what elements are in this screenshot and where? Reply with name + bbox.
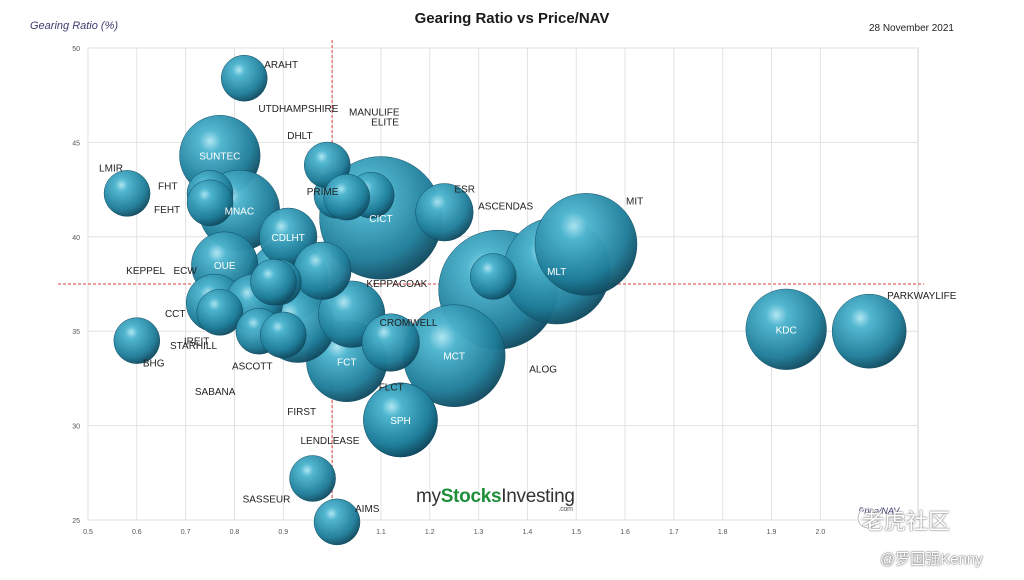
bubble-label: UTDHAMPSHIRE [258,104,338,115]
x-tick-label: 1.1 [376,529,386,536]
bubble-sasseur [289,455,336,502]
bubble-prime [323,173,371,221]
bubble-aims [313,498,361,546]
x-tick-label: 1.4 [523,529,533,536]
bubble-label: IREIT [184,336,210,347]
bubble-label: ALOG [529,364,557,375]
y-tick-label: 35 [72,329,80,336]
bubble-bhg [113,317,161,364]
bubble-label: MIT [626,196,643,207]
y-tick-label: 45 [72,140,80,147]
brand-prefix: my [416,486,441,507]
bubble-ecw [250,258,297,306]
bubbles [103,54,907,546]
bubble-ireit [196,289,244,336]
x-axis-label: Price/NAV [858,506,900,516]
bubble-label: PRIME [307,187,339,198]
bubble-esr [415,183,474,242]
bubble-parkwaylife [831,293,907,369]
x-tick-label: 0.5 [83,529,93,536]
bubble-label: ELITE [371,117,399,128]
bubble-label: ARAHT [264,60,298,71]
bubble-first [260,311,307,359]
x-tick-label: 1.9 [767,529,777,536]
bubble-label: CROMWELL [380,318,438,329]
bubble-kdc [745,288,827,370]
bubble-label: BHG [143,359,165,370]
brand-logo: myStocksInvesting .com [416,486,575,513]
bubble-label: ASCENDAS [478,202,533,213]
chart-title: Gearing Ratio vs Price/NAV [414,10,610,27]
bubble-keppacoak [293,241,352,300]
y-tick-label: 25 [72,518,80,525]
bubble-flct [361,313,420,372]
bubble-label: FIRST [287,407,316,418]
bubble-mit [534,193,638,296]
x-tick-label: 1.8 [718,529,728,536]
axes: 0.50.60.70.80.91.01.11.21.31.41.51.61.71… [72,46,900,536]
watermark-icon [857,507,879,529]
bubble-label: KEPPEL [126,266,165,277]
y-tick-label: 50 [72,46,80,53]
y-tick-label: 40 [72,235,80,242]
x-tick-label: 0.7 [181,529,191,536]
bubble-araht [220,54,268,102]
bubble-label: MLT [547,267,566,278]
bubble-label: OUE [214,261,236,272]
bubble-label: AIMS [355,504,380,515]
x-tick-label: 0.6 [132,529,142,536]
brand-tld: .com [558,506,573,513]
x-tick-label: 0.9 [278,529,288,536]
watermark-handle: @罗国强Kenny [880,551,983,568]
bubble-label: MNAC [225,206,254,217]
bubble-label: LENDLEASE [300,436,359,447]
bubble-label: ESR [454,184,475,195]
brand-bold: Stocks [440,486,502,507]
bubble-label: ASCOTT [232,362,273,373]
bubble-feht [186,179,234,227]
bubble-label: SUNTEC [199,152,240,163]
bubble-label: MCT [443,352,465,363]
bubble-label: MANULIFE [349,107,400,118]
bubble-label: KDC [776,325,797,336]
bubble-label: PARKWAYLIFE [887,291,957,302]
x-tick-label: 0.8 [230,529,240,536]
bubble-label: FLCT [379,383,404,394]
bubble-label: SPH [390,416,411,427]
x-tick-label: 1.7 [669,529,679,536]
bubble-alog [469,253,517,300]
bubble-label: ECW [174,266,198,277]
y-tick-label: 30 [72,424,80,431]
x-tick-label: 1.3 [474,529,484,536]
bubble-label: LMIR [99,163,123,174]
x-tick-label: 2.0 [815,529,825,536]
bubble-label: KEPPACOAK [366,279,427,290]
bubble-label: CICT [369,214,392,225]
bubble-label: DHLT [287,131,312,142]
bubble-label: SABANA [195,387,236,398]
watermark-text: 老虎社区 [862,509,951,534]
bubble-label: CDLHT [272,233,305,244]
bubble-label: FEHT [154,205,180,216]
bubble-label: FHT [158,181,177,192]
bubble-label: FCT [337,357,356,368]
bubble-sph [363,382,438,458]
bubble-label: SASSEUR [243,494,291,505]
x-tick-label: 1.6 [620,529,630,536]
x-tick-label: 1.2 [425,529,435,536]
bubble-lmir [103,170,151,217]
bubble-label: STARHILL [170,341,217,352]
x-tick-label: 1.5 [571,529,581,536]
brand-suffix: Investing [501,486,575,507]
y-axis-label: Gearing Ratio (%) [30,20,119,32]
chart-date: 28 November 2021 [868,23,954,34]
bubble-label: CCT [165,309,186,320]
